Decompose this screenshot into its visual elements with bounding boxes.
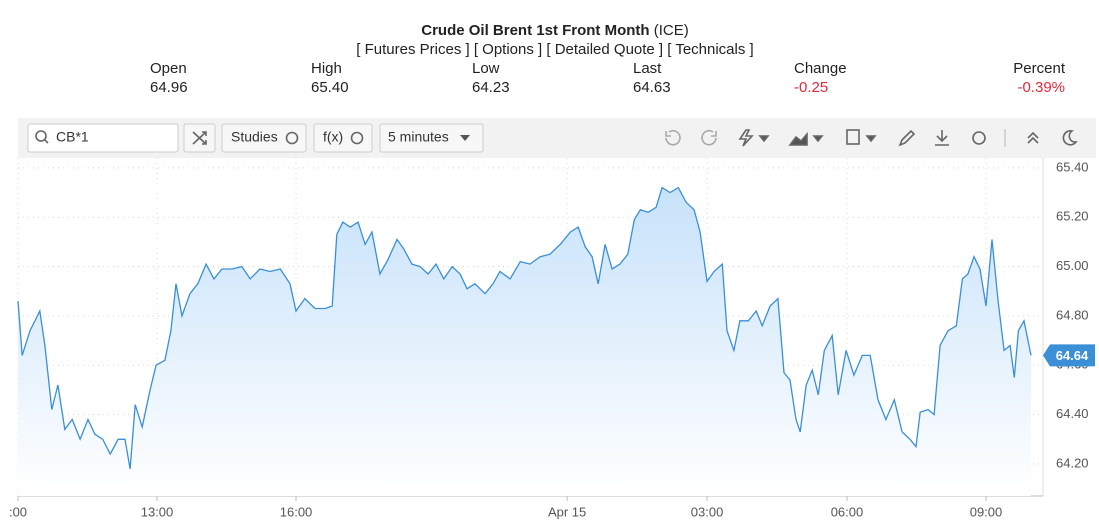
y-tick-label: 65.00 (1056, 258, 1089, 273)
chart: 65.4065.2065.0064.8064.6064.4064.20:0013… (9, 158, 1095, 519)
stat-value: 65.40 (311, 79, 349, 96)
price-line (17, 186, 1032, 470)
stat-label: Low (472, 60, 500, 77)
stat-label: Change (794, 60, 847, 77)
studies-button[interactable] (221, 123, 307, 153)
x-tick-label: :00 (9, 504, 27, 519)
dropdown-arrow (460, 135, 470, 141)
compare-icon (192, 131, 207, 145)
x-tick-label: Apr 15 (548, 504, 586, 519)
stat-value: 64.23 (472, 79, 510, 96)
y-tick-label: 65.40 (1056, 159, 1089, 174)
stats: Open 64.96 High 65.40 Low 64.23 Last 64.63 Chang… (150, 60, 1066, 96)
x-tick-label: 06:00 (831, 504, 864, 519)
function-button[interactable] (313, 123, 373, 153)
y-tick-label: 65.20 (1056, 209, 1089, 224)
search-icon (44, 139, 49, 144)
stat-value: -0.25 (794, 79, 828, 96)
stat-label: Percent (1013, 60, 1066, 77)
stat-value: 64.63 (633, 79, 671, 96)
search-box[interactable] (27, 123, 179, 153)
nav-links[interactable]: [ Futures Prices ] [ Options ] [ Detaile… (356, 41, 753, 58)
last-price-tag (1043, 344, 1095, 367)
title: Crude Oil Brent 1st Front Month (421, 22, 649, 39)
x-tick-label: 09:00 (970, 504, 1003, 519)
function: f(x) (323, 129, 343, 145)
y-tick-label: 64.20 (1056, 455, 1089, 470)
interval: 5 minutes (388, 129, 449, 145)
last-price-label: 64.64 (1056, 348, 1089, 363)
toolbar (18, 118, 1096, 158)
stat-label: Last (633, 60, 662, 77)
exchange: (ICE) (654, 22, 689, 39)
add-icon (285, 131, 299, 145)
stat-label: Open (150, 60, 187, 77)
symbol: CB*1 (56, 129, 89, 145)
x-tick-label: 03:00 (691, 504, 724, 519)
quote-title: Crude Oil Brent 1st Front Month (ICE) (421, 22, 689, 39)
y-tick-label: 64.80 (1056, 307, 1089, 322)
area-fill (18, 187, 1031, 496)
interval-button[interactable] (379, 123, 484, 153)
toolbar-icons (665, 129, 1078, 147)
stat-value: 64.96 (150, 79, 188, 96)
add-icon (350, 131, 364, 145)
search-icon (35, 130, 47, 142)
y-tick-label: 64.40 (1056, 406, 1089, 421)
x-tick-label: 13:00 (141, 504, 174, 519)
studies: Studies (231, 129, 278, 145)
stat-value: -0.39% (1017, 79, 1065, 96)
stat-label: High (311, 60, 342, 77)
x-tick-label: 16:00 (280, 504, 313, 519)
